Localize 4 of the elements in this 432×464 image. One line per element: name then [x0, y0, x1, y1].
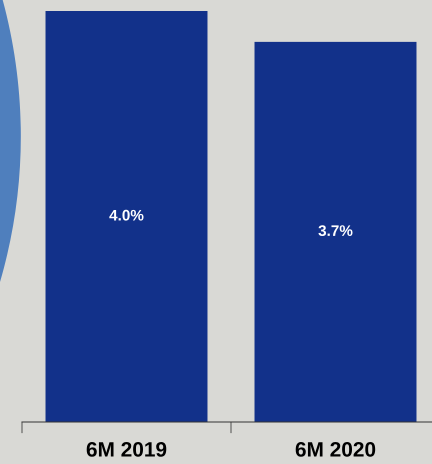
x-tick-label: 6M 2020 — [296, 442, 376, 457]
data-label: 4.0% — [109, 210, 144, 221]
data-label: 3.7% — [318, 225, 353, 236]
x-tick-label: 6M 2019 — [86, 442, 166, 457]
